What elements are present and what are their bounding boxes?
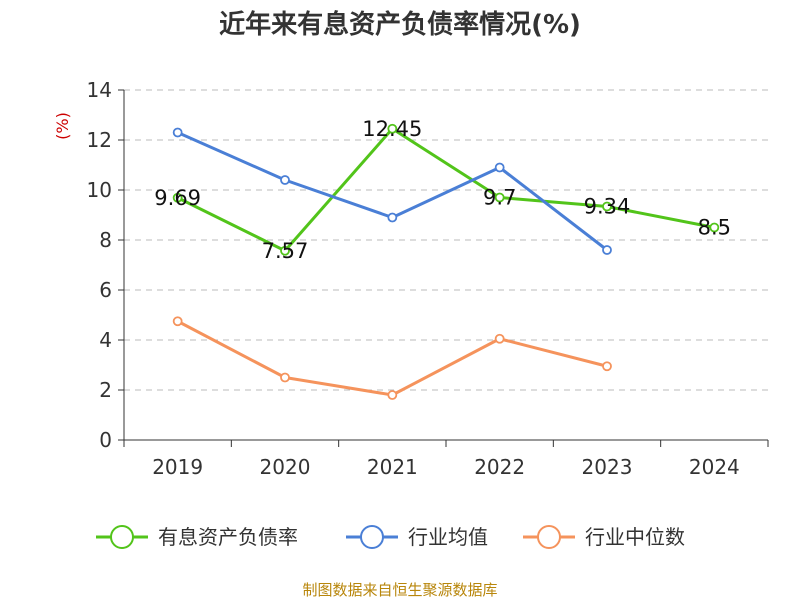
grid xyxy=(124,89,768,391)
legend-swatch-marker xyxy=(360,525,384,549)
y-tick-label: 6 xyxy=(99,278,112,302)
data-point xyxy=(280,372,290,383)
data-point xyxy=(280,245,290,256)
data-label: 9.69 xyxy=(154,186,201,210)
legend-item: 有息资产负债率 xyxy=(96,525,298,549)
y-tick-label: 2 xyxy=(99,378,112,402)
legend-label: 行业中位数 xyxy=(585,525,685,549)
y-tick-label: 12 xyxy=(87,128,112,152)
legend-label: 行业均值 xyxy=(408,525,488,549)
legend: 有息资产负债率 行业均值 行业中位数 xyxy=(96,525,685,549)
series-line-1 xyxy=(177,131,608,252)
data-point xyxy=(387,123,398,134)
data-point xyxy=(494,333,505,344)
x-tick-label: 2021 xyxy=(367,455,418,479)
data-label: 8.5 xyxy=(698,216,731,240)
data-point xyxy=(602,245,612,255)
y-tick-label: 8 xyxy=(99,228,112,252)
legend-item: 行业中位数 xyxy=(523,525,685,549)
data-labels: 9.69 7.57 12.45 9.7 9.34 8.5 xyxy=(154,117,731,263)
x-tick-label: 2023 xyxy=(582,455,633,479)
y-tick-label: 10 xyxy=(87,178,112,202)
data-label: 7.57 xyxy=(262,239,309,263)
data-point xyxy=(280,175,290,185)
y-tick-label: 14 xyxy=(87,78,112,102)
x-tick-label: 2024 xyxy=(689,455,740,479)
data-label: 9.7 xyxy=(483,186,516,210)
data-point xyxy=(172,127,183,138)
legend-item: 行业均值 xyxy=(346,525,488,549)
data-point xyxy=(709,222,720,233)
chart-title: 近年来有息资产负债率情况(%) xyxy=(219,9,581,40)
data-point xyxy=(602,361,612,372)
data-label: 12.45 xyxy=(362,117,422,141)
legend-swatch-marker xyxy=(110,525,134,549)
data-point xyxy=(494,192,505,203)
y-tick-label: 4 xyxy=(99,328,112,352)
data-point xyxy=(494,162,505,173)
data-label: 9.34 xyxy=(584,195,631,219)
x-tick-label: 2022 xyxy=(474,455,525,479)
data-point xyxy=(387,212,398,223)
series-line-2 xyxy=(176,319,608,397)
data-point xyxy=(172,192,183,203)
x-tick-label: 2020 xyxy=(260,455,311,479)
x-tick-label: 2019 xyxy=(152,455,203,479)
data-point xyxy=(387,390,398,400)
legend-swatch-marker xyxy=(537,525,561,549)
source-note: 制图数据来自恒生聚源数据库 xyxy=(302,581,497,599)
y-axis-unit: (%) xyxy=(53,112,72,140)
data-point xyxy=(602,201,612,212)
data-point xyxy=(172,316,183,327)
series-line-0 xyxy=(177,127,715,253)
series-lines xyxy=(172,123,720,400)
y-tick-label: 0 xyxy=(99,428,112,452)
legend-label: 有息资产负债率 xyxy=(158,525,298,549)
axes: 0 2 4 6 8 10 12 14 2019 2020 2021 2022 2023 2024 xyxy=(87,78,769,479)
